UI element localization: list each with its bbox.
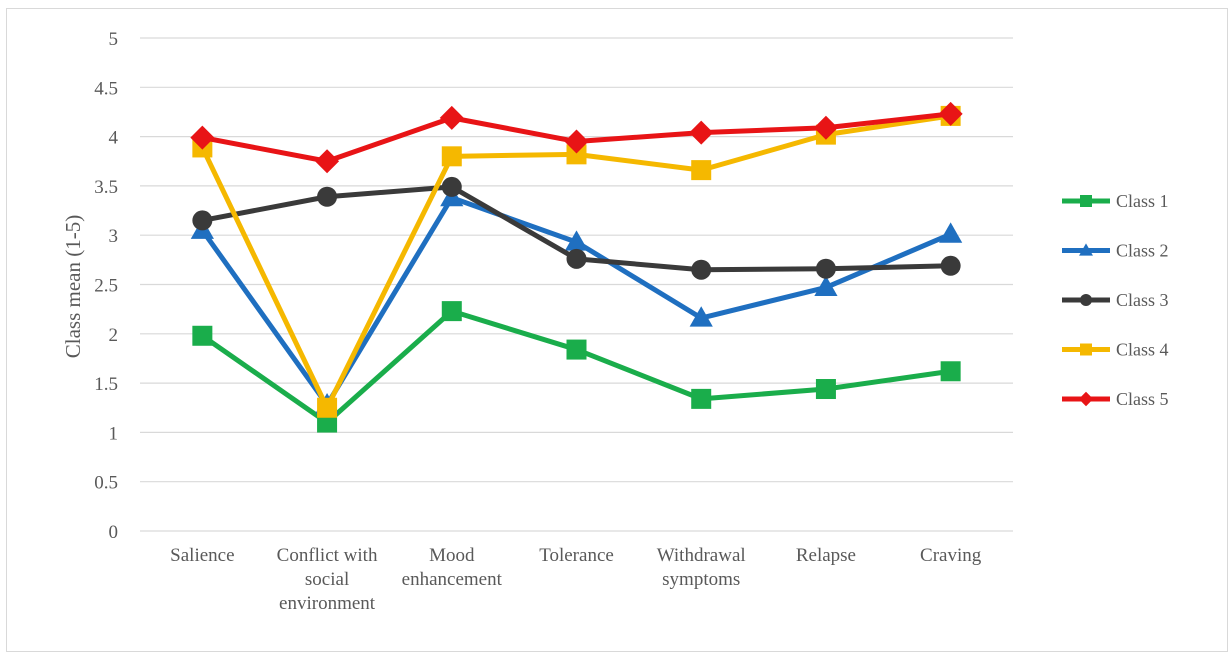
- data-point: [566, 339, 587, 360]
- series-2: [190, 185, 963, 414]
- y-tick-label: 3: [109, 226, 119, 247]
- data-point: [190, 125, 215, 150]
- data-point: [689, 306, 713, 327]
- data-point: [317, 397, 338, 418]
- data-point: [441, 301, 462, 322]
- legend-item: Class 5: [1062, 389, 1169, 409]
- legend-label: Class 4: [1116, 340, 1169, 360]
- data-point: [938, 101, 963, 126]
- data-point: [815, 379, 836, 400]
- y-tick-label: 2.5: [94, 276, 118, 297]
- data-point: [566, 144, 587, 165]
- data-point: [814, 275, 838, 297]
- legend-item: Class 2: [1062, 241, 1169, 261]
- data-point: [441, 176, 462, 197]
- y-tick-label: 3.5: [94, 177, 118, 198]
- data-point: [439, 105, 464, 130]
- data-point: [691, 388, 712, 409]
- series-3: [192, 176, 961, 280]
- series-1: [192, 301, 961, 433]
- legend-marker: [1080, 294, 1092, 306]
- data-point: [564, 129, 589, 154]
- data-point: [691, 259, 712, 280]
- legend-marker: [1078, 391, 1094, 407]
- series-line: [200, 195, 952, 408]
- legend-marker: [1079, 243, 1093, 256]
- legend-item: Class 4: [1062, 340, 1169, 360]
- x-tick-label: Tolerance: [539, 545, 614, 566]
- legend-label: Class 5: [1116, 389, 1169, 409]
- series-layer: [190, 101, 963, 433]
- x-tick-label: Mood enhancement: [402, 545, 503, 590]
- data-point: [564, 230, 589, 251]
- y-tick-label: 4.5: [94, 78, 118, 99]
- y-axis-ticks: 0 0.5 1 1.5 2 2.5 3 3.5 4 4.5 5: [94, 29, 118, 543]
- y-tick-label: 0: [109, 522, 119, 543]
- series-5: [190, 101, 963, 174]
- y-tick-label: 1.5: [94, 374, 118, 395]
- x-tick-label: Craving: [920, 545, 982, 566]
- legend-label: Class 1: [1116, 191, 1169, 211]
- legend-marker: [1080, 343, 1092, 356]
- y-tick-label: 1: [109, 423, 119, 444]
- legend: Class 1 Class 2 Class 3 Class 4 Class 5: [1062, 191, 1169, 409]
- data-point: [317, 186, 338, 207]
- y-axis-title: Class mean (1-5): [61, 215, 85, 358]
- x-tick-label: Withdrawal symptoms: [657, 545, 746, 590]
- x-tick-label: Relapse: [796, 545, 856, 566]
- legend-label: Class 3: [1116, 290, 1169, 310]
- legend-marker: [1080, 195, 1092, 207]
- series-line: [200, 308, 951, 426]
- data-point: [815, 258, 836, 279]
- y-tick-label: 0.5: [94, 473, 118, 494]
- data-point: [441, 146, 462, 167]
- x-axis-ticks: Salience Conflict with social environment Mo…: [170, 545, 982, 614]
- data-point: [940, 255, 961, 276]
- legend-item: Class 3: [1062, 290, 1169, 310]
- x-tick-label: Conflict with social environment: [277, 545, 378, 614]
- data-point: [192, 325, 213, 346]
- legend-item: Class 1: [1062, 191, 1169, 211]
- data-point: [940, 361, 961, 382]
- data-point: [689, 120, 714, 145]
- gridlines: [140, 37, 1013, 532]
- x-tick-label: Salience: [170, 545, 234, 566]
- legend-label: Class 2: [1116, 241, 1169, 261]
- y-tick-label: 5: [109, 29, 119, 50]
- data-point: [691, 160, 712, 181]
- data-point: [813, 115, 838, 140]
- data-point: [939, 222, 963, 243]
- y-tick-label: 2: [109, 325, 119, 346]
- data-point: [315, 149, 340, 174]
- data-point: [566, 248, 587, 269]
- y-tick-label: 4: [109, 128, 119, 149]
- data-point: [192, 210, 213, 231]
